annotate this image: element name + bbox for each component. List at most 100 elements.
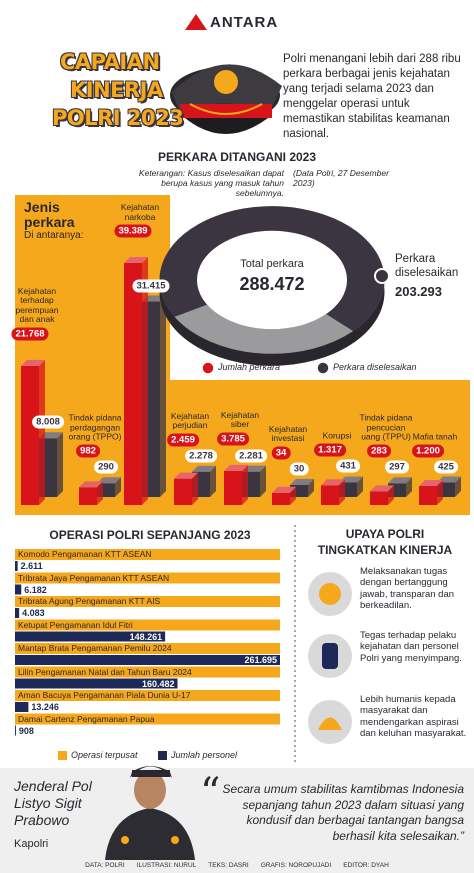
speaker-position: Kapolri [14,838,49,850]
bar-top [321,479,345,486]
logo: ANTARA [210,14,279,31]
bar-side [142,257,148,505]
donut-label: Total perkara [240,258,304,270]
category-label: Kejahatan terhadap perempuan dan anak [15,285,59,325]
bar-top [419,479,443,486]
section-title: PERKARA DITANGANI 2023 [157,150,317,164]
bar-side [339,479,345,505]
bar [21,365,39,505]
main-title: CAPAIAN [60,50,160,74]
bar-side [160,295,166,497]
value-label: 2.611 [20,561,43,571]
bar [15,725,16,736]
category-subheading: Di antaranya: [24,230,84,241]
credit: EDITOR: DYAH [343,862,389,869]
bar-side [455,476,461,497]
value-label: 1.317 [314,443,346,457]
bar [15,678,178,689]
bar-side [97,481,103,505]
category-band [15,596,280,607]
bar-side [437,479,443,505]
bar-top [388,477,412,484]
bar [174,478,192,505]
value-label: 34 [271,446,291,460]
value-label: 2.281 [235,449,267,463]
category-label: Komodo Pengamanan KTT ASEAN [18,549,152,559]
donut-marker [374,268,390,284]
bar [419,485,437,505]
source: (Data Polri, 27 Desember 2023) [293,168,389,188]
bar [15,584,22,595]
category-label: Damai Cartenz Pengamanan Papua [18,713,155,724]
quote-mark: “ [200,770,221,816]
bar-side [192,472,198,505]
upaya-item: Lebih humanis kepada masyarakat dan mend… [360,694,467,740]
bar-side [57,432,63,497]
value-label: 290 [94,460,118,474]
category-label: Lilin Pengamanan Natal dan Tahun Baru 20… [18,666,192,677]
bar [124,263,142,505]
bar [224,470,242,505]
bar [272,492,290,505]
category-label: Aman Bacuya Pengamanan Piala Dunia U-17 [18,690,191,700]
bar-side [210,465,216,497]
bar-top [21,359,45,366]
donut-value: 203.293 [395,284,442,299]
credit: TEKS: DASRI [208,862,249,869]
category-heading: Jenis perkara [24,199,75,230]
bar-top [272,486,296,493]
police-cap [170,64,282,134]
bar-top [224,464,248,471]
speaker-name: Jenderal Pol Listyo Sigit Prabowo [14,778,92,828]
category-band [15,619,280,631]
legend-label: Perkara diselesaikan [333,362,417,372]
quote-text: Secara umum stabilitas kamtibmas Indones… [222,782,464,843]
credits: DATA: POLRI ILUSTRASI: NURUL TEKS: DASRI GR… [0,862,474,869]
bar [321,485,339,505]
value-label: 425 [434,460,458,474]
value-label: 283 [367,444,391,458]
category-label: Mafia tanah [412,431,458,441]
category-label: Kejahatan investasi [268,423,308,444]
category-label: Tribrata Agung Pengamanan KTT AIS [18,596,161,606]
upaya-item: Tegas terhadap pelaku kejahatan dan pers… [360,630,462,664]
legend-label: Jumlah personel [171,750,238,760]
credit: ILUSTRASI: NURUL [136,862,197,869]
bar-top [290,478,314,485]
legend-label: Operasi terpusat [71,750,138,760]
bar [15,561,18,571]
credit: DATA: POLRI [85,862,125,869]
value-label: 39.389 [114,224,152,238]
bar-top [370,485,394,492]
bar-side [115,477,121,497]
category-label: Kejahatan perjudian [170,410,210,431]
category-band [15,713,280,725]
value-label: 160.482 [141,678,175,689]
upaya-item: Melaksanakan tugas dengan bertanggung ja… [360,566,455,612]
bar-side [260,465,266,497]
bar [79,487,97,505]
bar [15,702,29,712]
category-label: Tindak pidana perdagangan orang (TPPO) [68,412,122,442]
value-label: 3.785 [217,432,249,446]
bar-side [357,476,363,497]
bar-side [388,485,394,505]
upaya-icons [308,572,352,744]
category-label: Tribrata Jaya Pengamanan KTT ASEAN [18,572,170,583]
category-label: Mantap Brata Pengamanan Pemilu 2024 [18,643,172,653]
bar [15,655,280,665]
value-label: 1.200 [412,444,444,458]
value-label: 2.459 [167,433,199,447]
category-label: Kejahatan siber [220,409,260,430]
category-label: Korupsi [322,430,352,441]
category-band [15,643,280,654]
bar-side [406,477,412,497]
bar-top [192,465,216,472]
category-band [15,666,280,678]
bar [370,491,388,505]
legend-swatch [158,751,167,760]
legend-swatch [316,361,330,375]
category-band [15,549,280,560]
bar-side [290,486,296,505]
